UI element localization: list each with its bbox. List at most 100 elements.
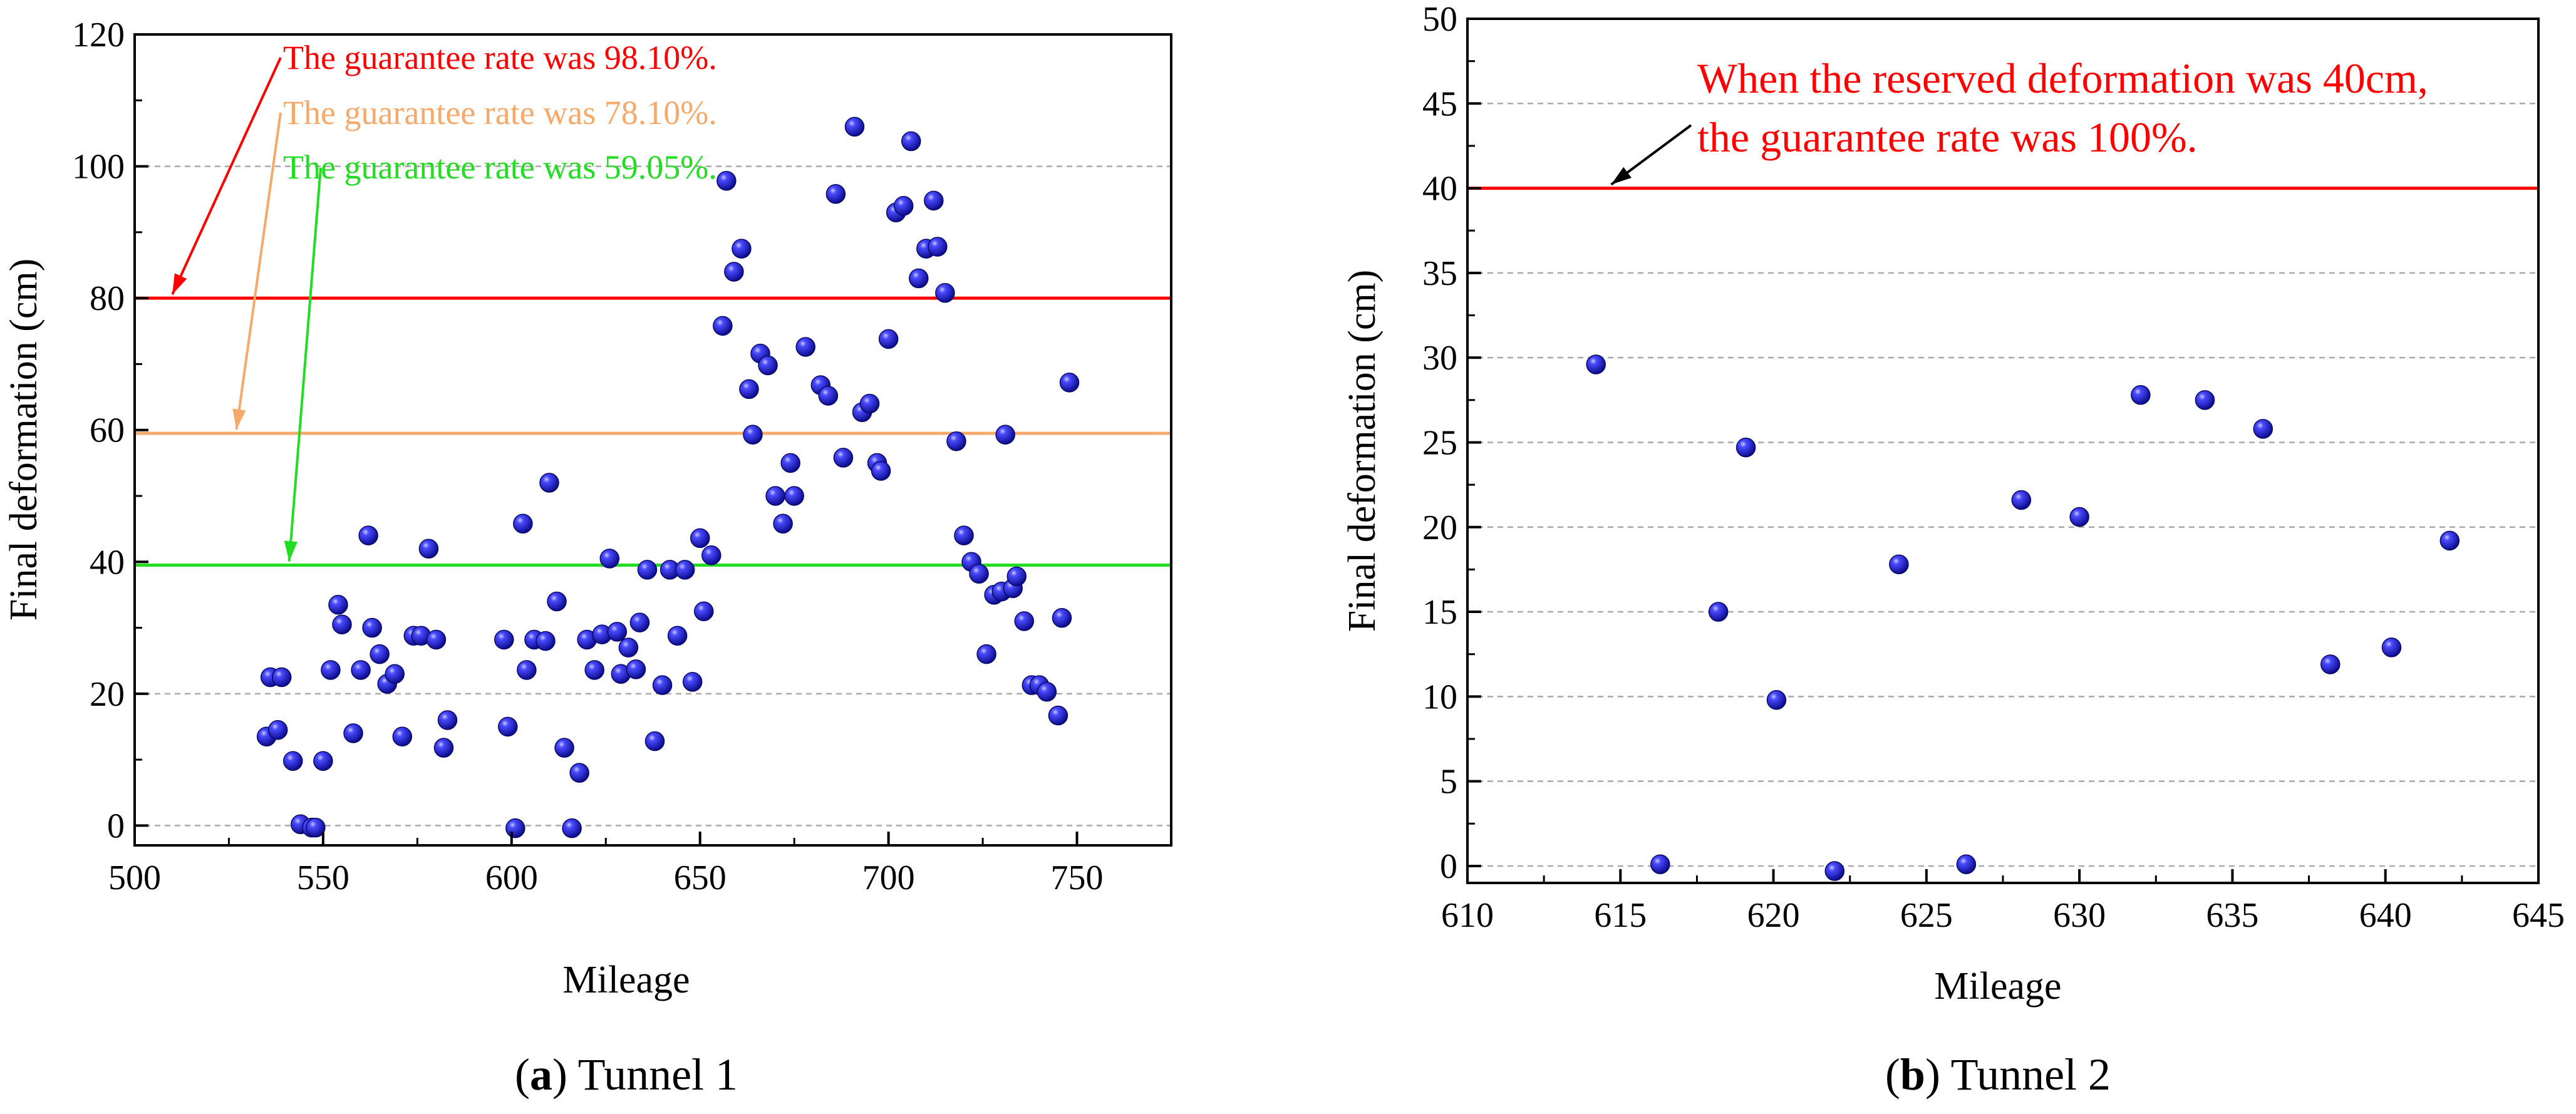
y-tick-label: 0 bbox=[1440, 847, 1457, 886]
y-tick-label: 120 bbox=[72, 16, 125, 54]
y-tick-label: 40 bbox=[1422, 170, 1457, 209]
y-tick-label: 80 bbox=[90, 279, 125, 318]
y-tick-label: 15 bbox=[1422, 593, 1457, 632]
data-point bbox=[795, 337, 815, 357]
data-point bbox=[818, 386, 839, 406]
data-point bbox=[909, 268, 929, 289]
data-point bbox=[1650, 854, 1670, 874]
y-tick-label: 35 bbox=[1422, 254, 1457, 293]
data-point bbox=[784, 486, 804, 506]
data-point bbox=[267, 720, 288, 740]
x-tick-label: 500 bbox=[108, 859, 161, 897]
data-point bbox=[332, 614, 352, 635]
x-axis-label-a: Mileage bbox=[562, 959, 690, 1001]
data-point bbox=[618, 637, 639, 658]
data-point bbox=[599, 549, 620, 569]
x-tick-label: 700 bbox=[862, 859, 915, 897]
annotation-arrow bbox=[171, 57, 282, 295]
data-point bbox=[701, 545, 722, 565]
data-point bbox=[362, 617, 382, 638]
data-point bbox=[626, 659, 646, 679]
data-point bbox=[667, 626, 688, 646]
data-point bbox=[370, 644, 390, 664]
annotation-arrowhead bbox=[284, 540, 297, 562]
data-point bbox=[392, 726, 413, 747]
data-point bbox=[539, 473, 559, 493]
data-point bbox=[1052, 608, 1072, 628]
data-point bbox=[644, 731, 665, 751]
x-tick-label: 625 bbox=[1900, 896, 1953, 935]
y-tick-label: 30 bbox=[1422, 339, 1457, 378]
data-point bbox=[1956, 854, 1977, 874]
x-axis-label-b: Mileage bbox=[1934, 965, 2061, 1008]
data-point bbox=[517, 660, 537, 680]
x-tick-label: 600 bbox=[485, 859, 538, 897]
data-point bbox=[682, 672, 703, 692]
data-point bbox=[535, 631, 556, 651]
annotation-arrowhead bbox=[172, 273, 187, 295]
data-point bbox=[901, 131, 921, 152]
x-tick-label: 630 bbox=[2053, 896, 2106, 935]
x-tick-label: 750 bbox=[1051, 859, 1104, 897]
y-tick-label: 100 bbox=[72, 148, 125, 187]
x-tick-label: 635 bbox=[2206, 896, 2258, 935]
data-point bbox=[2439, 530, 2460, 551]
data-point bbox=[758, 355, 778, 376]
data-point bbox=[2320, 654, 2341, 674]
data-point bbox=[2131, 384, 2151, 405]
x-tick-label: 650 bbox=[674, 859, 727, 897]
data-point bbox=[2381, 637, 2402, 658]
data-point bbox=[584, 660, 604, 680]
panel-caption-a: (a) Tunnel 1 bbox=[515, 1050, 738, 1100]
ref-label-red-a: The guarantee rate was 98.10%. bbox=[283, 39, 717, 76]
data-point bbox=[351, 660, 371, 680]
data-point bbox=[494, 629, 514, 650]
x-tick-label: 640 bbox=[2359, 896, 2412, 935]
data-point bbox=[1889, 554, 1909, 575]
data-point bbox=[418, 539, 439, 559]
data-point bbox=[2195, 390, 2215, 410]
annotation-arrowhead bbox=[1611, 167, 1632, 185]
x-tick-label: 610 bbox=[1441, 896, 1494, 935]
data-point bbox=[2011, 490, 2032, 510]
data-point bbox=[1735, 437, 1756, 458]
data-point bbox=[743, 425, 763, 445]
y-tick-label: 25 bbox=[1422, 423, 1457, 462]
data-point bbox=[690, 528, 710, 549]
data-point bbox=[976, 644, 996, 664]
plot-frame-a bbox=[133, 33, 1172, 847]
data-point bbox=[437, 710, 458, 730]
data-point bbox=[433, 738, 454, 758]
annotation-arrow bbox=[287, 167, 322, 562]
y-tick-label: 40 bbox=[90, 543, 125, 582]
annotation-arrow bbox=[235, 112, 282, 430]
data-point bbox=[498, 716, 518, 737]
ref-label-orange-a: The guarantee rate was 78.10%. bbox=[283, 94, 717, 132]
data-point bbox=[2253, 419, 2273, 439]
data-point bbox=[358, 525, 378, 545]
data-point bbox=[893, 195, 914, 216]
panel-tunnel-2: 610 615 620 625 630 635 640 645 0 5 10 15 20 25 30 35 40… bbox=[1341, 0, 2565, 1100]
annotation-arrowhead bbox=[232, 408, 246, 430]
y-axis-label-b: Final deformation (cm) bbox=[1341, 270, 1384, 632]
data-point bbox=[343, 723, 363, 743]
data-point bbox=[1824, 861, 1845, 881]
data-point bbox=[954, 525, 974, 545]
data-point bbox=[844, 116, 865, 137]
data-point bbox=[969, 564, 989, 584]
data-point bbox=[995, 425, 1015, 445]
data-point bbox=[283, 751, 303, 771]
data-point bbox=[547, 591, 567, 612]
data-point bbox=[780, 453, 800, 473]
data-point bbox=[562, 818, 582, 838]
data-point bbox=[833, 448, 854, 468]
data-point bbox=[629, 612, 650, 632]
data-point bbox=[505, 818, 525, 838]
data-point bbox=[554, 738, 574, 758]
data-point bbox=[321, 660, 341, 680]
data-point bbox=[306, 817, 326, 838]
data-point bbox=[935, 282, 955, 303]
y-tick-label: 0 bbox=[107, 807, 125, 845]
ref-label-green-a: The guarantee rate was 59.05%. bbox=[283, 148, 717, 186]
